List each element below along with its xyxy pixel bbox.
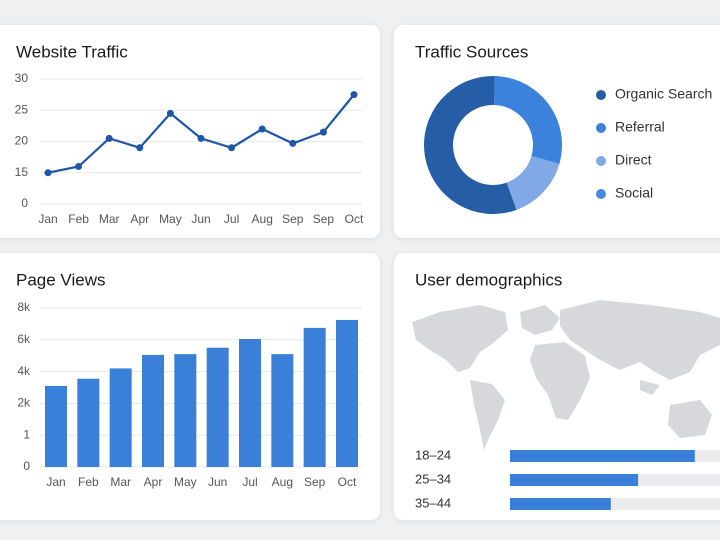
x-tick-label: Feb bbox=[78, 475, 99, 489]
x-tick-label: Jun bbox=[191, 212, 210, 226]
donut-segment bbox=[423, 76, 517, 215]
y-tick-label: 0 bbox=[23, 459, 30, 473]
point bbox=[44, 169, 52, 177]
point bbox=[105, 134, 113, 142]
y-tick-label: 0 bbox=[21, 196, 28, 210]
bar bbox=[336, 319, 358, 467]
card-title: Website Traffic bbox=[16, 42, 128, 61]
x-tick-label: Mar bbox=[99, 212, 120, 226]
y-tick-label: 25 bbox=[15, 102, 29, 116]
y-tick-label: 30 bbox=[15, 71, 29, 85]
point bbox=[319, 128, 327, 136]
x-tick-label: Jan bbox=[46, 475, 65, 489]
legend-label: Social bbox=[615, 185, 653, 201]
card-title: User demographics bbox=[415, 270, 562, 289]
y-tick-label: 1 bbox=[23, 427, 30, 441]
category-label: 25–34 bbox=[415, 471, 451, 486]
y-tick-label: 20 bbox=[15, 134, 29, 148]
x-tick-label: Oct bbox=[338, 475, 357, 489]
bar bbox=[510, 474, 639, 486]
card-title: Page Views bbox=[16, 270, 105, 289]
donut-segment bbox=[506, 156, 560, 210]
category-label: 35–44 bbox=[415, 495, 451, 510]
point bbox=[228, 144, 236, 152]
x-tick-label: May bbox=[174, 475, 197, 489]
bar bbox=[142, 354, 164, 467]
bar bbox=[206, 347, 229, 467]
point bbox=[75, 163, 83, 170]
card-title: Traffic Sources bbox=[415, 42, 528, 61]
x-tick-label: Jul bbox=[224, 212, 239, 226]
x-tick-label: Mar bbox=[110, 475, 131, 489]
card bbox=[0, 25, 380, 238]
legend-label: Direct bbox=[615, 152, 652, 168]
y-tick-label: 4k bbox=[17, 364, 31, 378]
point bbox=[289, 139, 297, 147]
bar bbox=[239, 339, 261, 467]
point bbox=[166, 109, 174, 117]
point bbox=[258, 125, 266, 133]
bar bbox=[510, 450, 695, 462]
x-tick-label: Jul bbox=[242, 475, 257, 489]
point bbox=[136, 144, 144, 152]
x-tick-label: Apr bbox=[130, 212, 149, 226]
legend-dot bbox=[596, 90, 606, 100]
x-tick-label: Sep bbox=[313, 212, 335, 226]
y-tick-label: 15 bbox=[15, 165, 29, 179]
point bbox=[350, 91, 358, 99]
bar bbox=[109, 368, 132, 467]
bar bbox=[77, 378, 100, 467]
x-tick-label: Feb bbox=[68, 212, 89, 226]
y-tick-label: 8k bbox=[17, 300, 31, 314]
x-tick-label: Sep bbox=[282, 212, 304, 226]
bar bbox=[271, 354, 294, 467]
bar bbox=[174, 354, 197, 467]
y-tick-label: 2k bbox=[17, 396, 31, 410]
x-tick-label: Jun bbox=[208, 475, 227, 489]
legend-dot bbox=[596, 189, 606, 199]
donut-segment bbox=[494, 76, 563, 165]
x-tick-label: Aug bbox=[252, 212, 273, 226]
bar bbox=[303, 327, 326, 467]
x-tick-label: Apr bbox=[144, 475, 163, 489]
x-tick-label: Oct bbox=[345, 212, 364, 226]
x-tick-label: Sep bbox=[304, 475, 326, 489]
bar bbox=[45, 385, 67, 467]
category-label: 18–24 bbox=[415, 447, 451, 462]
x-tick-label: Aug bbox=[272, 475, 293, 489]
x-tick-label: Jan bbox=[38, 212, 57, 226]
point bbox=[197, 134, 205, 142]
world-map bbox=[412, 300, 720, 450]
y-tick-label: 6k bbox=[17, 332, 31, 346]
legend-dot bbox=[596, 156, 606, 166]
bar bbox=[510, 498, 611, 510]
legend-dot bbox=[596, 123, 606, 133]
legend-label: Referral bbox=[615, 119, 665, 135]
legend-label: Organic Search bbox=[615, 86, 712, 102]
x-tick-label: May bbox=[159, 212, 182, 226]
